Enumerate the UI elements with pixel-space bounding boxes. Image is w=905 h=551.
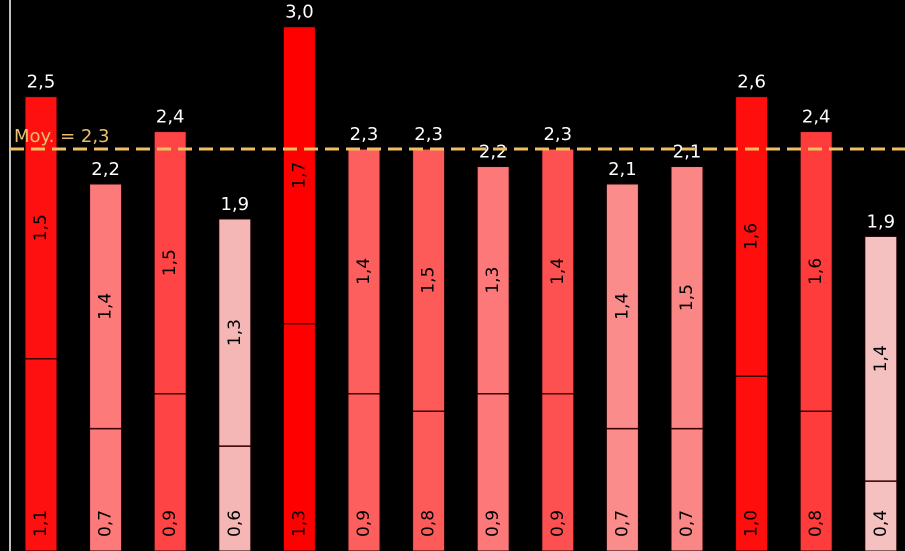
bar-group: 0,4 1,4 1,9: [864, 211, 898, 551]
bar-total-label: 1,9: [866, 211, 895, 232]
bar-segment-top: [799, 131, 833, 412]
bar-segment-top: [412, 148, 446, 412]
bar-segment-top-label: 1,3: [225, 319, 245, 346]
bar-segment-top-label: 1,4: [871, 345, 891, 372]
bar-segment-top: [282, 26, 316, 325]
bar-segment-bottom-label: 0,9: [160, 510, 180, 537]
bar-segment-bottom-label: 0,7: [677, 510, 697, 537]
bar-group: 0,9 1,4 2,3: [541, 124, 575, 551]
bar-segment-bottom: [735, 375, 769, 551]
bar-segment-bottom: [476, 393, 510, 551]
bar-segment-top: [476, 166, 510, 395]
bar-segment-bottom-label: 1,1: [31, 510, 51, 537]
bar-total-label: 1,9: [220, 194, 249, 215]
bar-segment-bottom-label: 0,9: [548, 510, 568, 537]
average-label: Moy. = 2,3: [14, 126, 110, 147]
bar-total-label: 2,3: [350, 124, 379, 145]
bar-group: 0,7 1,4 2,2: [89, 159, 123, 551]
bar-total-label: 3,0: [285, 2, 314, 23]
bar-segment-bottom: [24, 358, 58, 551]
bars-layer: 1,11,52,50,71,42,20,91,52,40,61,31,91,31…: [24, 2, 898, 551]
bar-segment-top-label: 1,4: [548, 258, 568, 285]
bar-total-label: 2,3: [543, 124, 572, 145]
bar-segment-top-label: 1,5: [677, 284, 697, 311]
bar-segment-bottom-label: 0,9: [354, 510, 374, 537]
bar-segment-bottom: [541, 393, 575, 551]
bar-segment-bottom: [218, 445, 252, 551]
bar-segment-top: [347, 148, 381, 395]
bar-group: 0,9 1,5 2,4: [153, 107, 187, 551]
bar-segment-top: [541, 148, 575, 395]
bar-group: 0,8 1,5 2,3: [412, 124, 446, 551]
bar-segment-top-label: 1,4: [612, 293, 632, 320]
bar-group: 1,0 1,6 2,6: [735, 72, 769, 551]
bar-total-label: 2,2: [479, 142, 508, 163]
average-layer: Moy. = 2,3: [10, 126, 905, 151]
bar-group: 0,8 1,6 2,4: [799, 107, 833, 551]
bar-segment-top-label: 1,5: [160, 249, 180, 276]
bar-group: 0,7 1,4 2,1: [605, 159, 639, 551]
bar-segment-top: [218, 218, 252, 447]
bar-segment-top: [605, 183, 639, 430]
bar-segment-bottom: [282, 323, 316, 551]
bar-total-label: 2,4: [156, 107, 185, 128]
bar-segment-bottom: [799, 410, 833, 551]
bar-total-label: 2,1: [608, 159, 637, 180]
bar-segment-bottom-label: 0,6: [225, 510, 245, 537]
bar-total-label: 2,1: [673, 142, 702, 163]
bar-segment-bottom: [864, 480, 898, 551]
bar-group: 1,1 1,5 2,5: [24, 72, 58, 551]
bar-segment-bottom-label: 0,4: [871, 510, 891, 537]
bar-segment-top-label: 1,3: [483, 267, 503, 294]
bar-segment-bottom: [347, 393, 381, 551]
bar-segment-top: [153, 131, 187, 395]
bar-segment-top-label: 1,6: [806, 258, 826, 285]
bar-total-label: 2,6: [737, 72, 766, 93]
bar-total-label: 2,3: [414, 124, 443, 145]
bar-segment-top-label: 1,4: [96, 293, 116, 320]
bar-segment-top: [24, 96, 58, 360]
bar-group: 0,9 1,3 2,2: [476, 142, 510, 551]
bar-segment-bottom: [89, 428, 123, 551]
bar-segment-bottom-label: 1,0: [742, 510, 762, 537]
bar-segment-top-label: 1,5: [419, 267, 439, 294]
bar-segment-bottom-label: 0,8: [806, 510, 826, 537]
bar-segment-bottom-label: 0,7: [96, 510, 116, 537]
bar-segment-top-label: 1,6: [742, 223, 762, 250]
bar-total-label: 2,5: [27, 72, 56, 93]
bar-total-label: 2,4: [802, 107, 831, 128]
bar-group: 1,3 1,7 3,0: [282, 2, 316, 551]
bar-segment-bottom-label: 0,7: [612, 510, 632, 537]
bar-segment-top-label: 1,7: [289, 162, 309, 189]
bar-segment-top: [89, 183, 123, 430]
bar-total-label: 2,2: [91, 159, 120, 180]
bar-segment-bottom-label: 1,3: [289, 510, 309, 537]
bar-segment-bottom-label: 0,9: [483, 510, 503, 537]
bar-segment-top: [670, 166, 704, 430]
bar-group: 0,6 1,3 1,9: [218, 194, 252, 551]
bar-segment-top-label: 1,5: [31, 214, 51, 241]
bar-segment-bottom: [605, 428, 639, 551]
bar-segment-bottom: [153, 393, 187, 551]
bar-segment-bottom-label: 0,8: [419, 510, 439, 537]
bar-group: 0,9 1,4 2,3: [347, 124, 381, 551]
bar-segment-top-label: 1,4: [354, 258, 374, 285]
bar-group: 0,7 1,5 2,1: [670, 142, 704, 551]
